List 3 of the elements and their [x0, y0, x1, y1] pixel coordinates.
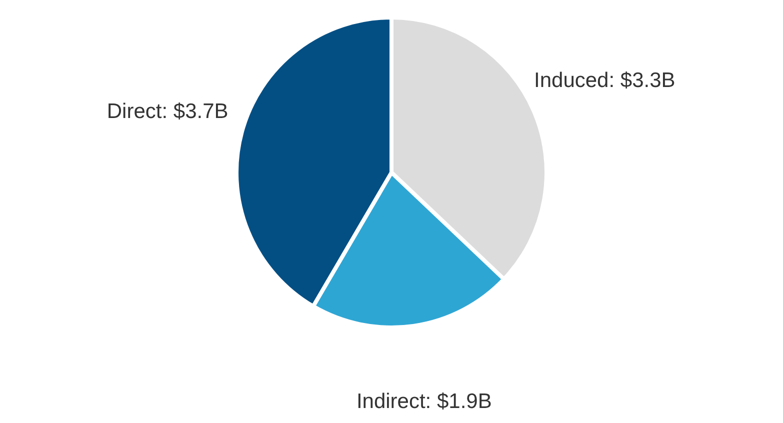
slice-label: Direct: $3.7B	[106, 100, 228, 123]
slice-label: Indirect: $1.9B	[356, 390, 492, 414]
slice-label: Induced: $3.3B	[534, 68, 676, 92]
